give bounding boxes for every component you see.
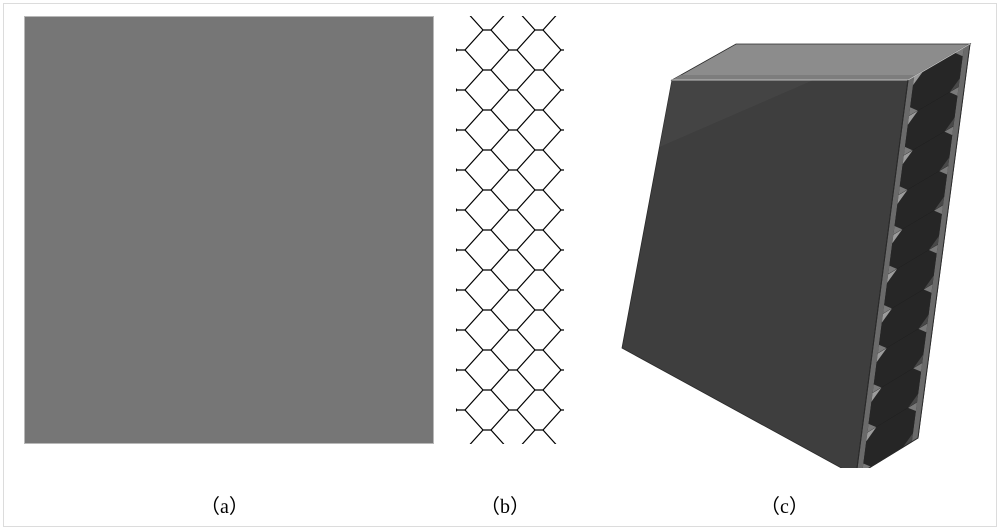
panel-c-svg bbox=[618, 14, 974, 468]
panel-c-caption: （c） bbox=[760, 490, 809, 519]
panel-a-caption: （a） bbox=[200, 490, 249, 519]
panel-b-caption: （b） bbox=[480, 490, 530, 519]
figure-container: （a） （b） （c） bbox=[0, 0, 1000, 530]
panel-a-rect bbox=[24, 16, 434, 444]
panel-b-svg bbox=[456, 16, 564, 444]
